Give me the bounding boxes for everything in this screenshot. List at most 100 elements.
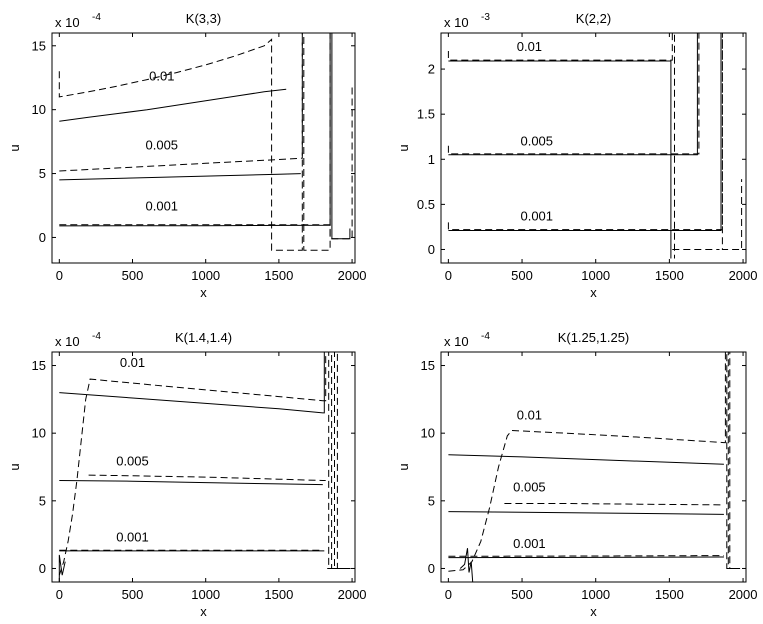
- series-line-3: [59, 480, 323, 486]
- series-line-3: [59, 173, 301, 181]
- y-tick-label: 5: [39, 493, 46, 508]
- axis-exponent: x 10: [444, 15, 469, 30]
- x-tick-label: 2000: [338, 268, 367, 283]
- y-tick-label: 0: [39, 561, 46, 576]
- axis-exponent: x 10: [55, 15, 80, 30]
- series-line-8: [58, 554, 66, 582]
- x-tick-label: 500: [122, 587, 144, 602]
- plot-area: [447, 33, 743, 259]
- x-axis-label: x: [200, 604, 207, 619]
- curve-label: 0.001: [146, 199, 179, 214]
- chart-panel-1: 0 500 1000 1500 2000 0 5 10 15 x 10 -4 K(3,3) x u 0.01…: [7, 11, 367, 300]
- x-tick-label: 1500: [655, 268, 684, 283]
- series-line-5: [448, 33, 722, 231]
- curve-label: 0.01: [517, 408, 542, 423]
- plot-area: [58, 33, 353, 251]
- y-tick-label: 10: [421, 426, 435, 441]
- curve-label: 0.001: [513, 536, 546, 551]
- x-tick-label: 2000: [338, 587, 367, 602]
- series-line-4: [88, 474, 326, 481]
- x-tick-label: 1000: [581, 587, 610, 602]
- y-axis-label: u: [7, 463, 22, 470]
- curve-label: 0.005: [116, 454, 149, 469]
- series-line-4: [447, 33, 700, 155]
- curve-label: 0.005: [520, 134, 553, 149]
- y-tick-label: 1: [428, 152, 435, 167]
- axis-exponent-power: -3: [481, 12, 490, 23]
- x-tick-label: 1000: [191, 587, 220, 602]
- chart-title: K(1.25,1.25): [558, 330, 630, 345]
- y-tick-label: 15: [32, 38, 46, 53]
- y-tick-label: 0: [428, 561, 435, 576]
- series-line-1: [59, 88, 287, 122]
- y-axis-label: u: [396, 463, 411, 470]
- curve-label: 0.01: [517, 39, 542, 54]
- x-axis-label: x: [590, 604, 597, 619]
- curve-label: 0.01: [149, 68, 174, 83]
- x-tick-label: 1000: [581, 268, 610, 283]
- y-tick-label: 1.5: [417, 107, 435, 122]
- chart-title: K(2,2): [576, 11, 611, 26]
- y-tick-label: 0: [428, 242, 435, 257]
- y-tick-label: 5: [39, 166, 46, 181]
- x-tick-label: 500: [511, 587, 533, 602]
- chart-title: K(1.4,1.4): [175, 330, 232, 345]
- axis-exponent: x 10: [55, 334, 80, 349]
- series-line-2: [58, 33, 303, 251]
- series-line-4: [59, 33, 331, 251]
- series-line-1: [448, 60, 672, 259]
- chart-panel-2: 0 500 1000 1500 2000 0 0.5 1 1.5 2 x 10 -3 K(2,2) x u 0…: [396, 11, 758, 300]
- chart-title: K(3,3): [186, 11, 221, 26]
- curve-label: 0.005: [513, 479, 546, 494]
- x-tick-label: 0: [56, 587, 63, 602]
- curve-label: 0.01: [120, 355, 145, 370]
- series-line-5: [59, 33, 351, 240]
- plot-area: [448, 352, 741, 582]
- x-tick-label: 2000: [729, 268, 758, 283]
- axes-box: [51, 32, 356, 264]
- axes-box: [51, 351, 356, 583]
- series-line-6: [448, 555, 724, 557]
- series-line-1: [448, 454, 724, 465]
- series-line-2: [447, 33, 675, 259]
- x-tick-label: 1500: [655, 587, 684, 602]
- y-tick-label: 10: [32, 426, 46, 441]
- x-axis-label: x: [200, 285, 207, 300]
- axis-exponent: x 10: [444, 334, 469, 349]
- x-tick-label: 1500: [264, 268, 293, 283]
- series-line-8: [459, 548, 474, 582]
- curve-label: 0.005: [146, 137, 179, 152]
- axis-exponent-power: -4: [92, 331, 101, 342]
- axis-exponent-power: -4: [481, 331, 490, 342]
- series-line-2: [58, 352, 338, 576]
- x-tick-label: 1000: [191, 268, 220, 283]
- y-tick-label: 10: [32, 102, 46, 117]
- series-line-2: [448, 352, 731, 572]
- y-axis-label: u: [396, 144, 411, 151]
- series-line-6: [59, 84, 353, 240]
- y-tick-label: 0: [39, 230, 46, 245]
- x-tick-label: 0: [445, 587, 452, 602]
- plot-area: [58, 352, 351, 582]
- x-tick-label: 1500: [264, 587, 293, 602]
- axis-exponent-power: -4: [92, 12, 101, 23]
- x-tick-label: 500: [511, 268, 533, 283]
- y-tick-label: 15: [421, 358, 435, 373]
- chart-panel-3: 0 500 1000 1500 2000 0 5 10 15 x 10 -4 K(1.4,1.4) x u…: [7, 330, 367, 619]
- y-tick-label: 15: [32, 358, 46, 373]
- series-line-1: [59, 352, 325, 414]
- axes-box: [440, 351, 747, 583]
- chart-panel-4: 0 500 1000 1500 2000 0 5 10 15 x 10 -4 K(1.25,1.25)…: [396, 330, 758, 619]
- series-line-5: [448, 556, 724, 559]
- y-axis-label: u: [7, 144, 22, 151]
- curve-label: 0.001: [520, 209, 553, 224]
- y-tick-label: 2: [428, 62, 435, 77]
- x-tick-label: 0: [56, 268, 63, 283]
- x-tick-label: 500: [122, 268, 144, 283]
- curve-label: 0.001: [116, 529, 149, 544]
- x-tick-label: 2000: [729, 587, 758, 602]
- x-tick-label: 0: [445, 268, 452, 283]
- x-axis-label: x: [590, 285, 597, 300]
- y-tick-label: 5: [428, 493, 435, 508]
